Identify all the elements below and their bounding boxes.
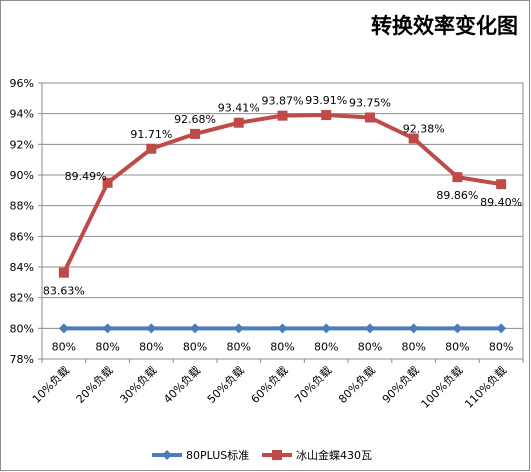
data-label: 89.86%	[436, 189, 478, 202]
data-point	[102, 323, 113, 334]
legend-label: 80PLUS标准	[186, 448, 249, 462]
data-point	[408, 133, 419, 144]
x-tick-label: 10%负载	[29, 363, 72, 406]
data-point	[102, 177, 113, 188]
y-tick-label: 88%	[10, 200, 34, 213]
y-tick-label: 82%	[10, 292, 34, 305]
data-label: 89.40%	[480, 196, 522, 209]
data-point	[408, 323, 419, 334]
data-label: 80%	[401, 340, 425, 353]
data-label: 80%	[183, 340, 207, 353]
legend-item-1: 80PLUS标准	[152, 448, 249, 462]
data-point	[233, 323, 244, 334]
data-label: 89.49%	[65, 170, 107, 183]
x-tick-label: 20%负载	[73, 363, 116, 406]
data-point	[233, 117, 244, 128]
y-axis-ticks: 78% 80% 82% 84% 86% 88% 90% 92% 94% 96%	[10, 77, 42, 366]
data-label: 80%	[314, 340, 338, 353]
x-tick-label: 100%负载	[418, 363, 466, 411]
y-tick-label: 78%	[10, 353, 34, 366]
data-point	[496, 323, 507, 334]
x-tick-label: 40%负载	[160, 363, 203, 406]
data-labels: 80% 80% 80% 80% 80% 80% 80% 80% 80% 80% 80% 83.63% 8…	[43, 94, 522, 353]
legend-marker	[272, 450, 282, 460]
y-tick-label: 86%	[10, 230, 34, 243]
legend-item-2: 冰山金蝶430瓦	[262, 448, 372, 462]
data-point	[277, 110, 288, 121]
legend-label: 冰山金蝶430瓦	[296, 448, 372, 462]
plot-area	[41, 82, 524, 360]
data-point	[58, 267, 69, 278]
data-point	[321, 323, 332, 334]
data-point	[364, 112, 375, 123]
data-label: 93.75%	[349, 97, 391, 110]
y-tick-label: 80%	[10, 322, 34, 335]
data-point	[452, 323, 463, 334]
x-tick-label: 70%负载	[292, 363, 335, 406]
data-point	[452, 172, 463, 183]
data-label: 80%	[445, 340, 469, 353]
data-label: 93.41%	[218, 102, 260, 115]
data-point	[364, 323, 375, 334]
y-tick-label: 96%	[10, 77, 34, 90]
x-tick-label: 60%负载	[248, 363, 291, 406]
data-label: 80%	[227, 340, 251, 353]
data-label: 80%	[95, 340, 119, 353]
data-point	[58, 323, 69, 334]
data-label: 83.63%	[43, 285, 85, 298]
legend: 80PLUS标准 冰山金蝶430瓦	[152, 448, 372, 462]
data-label: 93.87%	[262, 95, 304, 108]
data-point	[146, 143, 157, 154]
x-tick-label: 30%负载	[117, 363, 160, 406]
data-label: 92.68%	[174, 113, 216, 126]
x-axis-ticks: 10%负载 20%负载 30%负载 40%负载 50%负载 60%负载 70%负载 80%负载…	[29, 359, 524, 411]
x-tick-label: 80%负载	[335, 363, 378, 406]
data-label: 80%	[139, 340, 163, 353]
data-point	[190, 323, 201, 334]
x-tick-label: 50%负载	[204, 363, 247, 406]
data-label: 80%	[358, 340, 382, 353]
data-label: 92.38%	[403, 123, 445, 136]
data-point	[146, 323, 157, 334]
data-label: 80%	[489, 340, 513, 353]
x-tick-label: 110%负载	[462, 363, 510, 411]
data-point	[496, 179, 507, 190]
data-point	[190, 128, 201, 139]
data-label: 80%	[270, 340, 294, 353]
x-tick-label: 90%负载	[379, 363, 422, 406]
data-point	[321, 110, 332, 121]
y-tick-label: 92%	[10, 138, 34, 151]
y-tick-label: 84%	[10, 261, 34, 274]
chart-title: 转换效率变化图	[371, 14, 518, 38]
y-tick-label: 94%	[10, 108, 34, 121]
series-layer	[58, 110, 507, 334]
data-label: 91.71%	[130, 128, 172, 141]
data-label: 93.91%	[305, 94, 347, 107]
legend-marker	[162, 450, 172, 460]
data-label: 80%	[52, 340, 76, 353]
y-tick-label: 90%	[10, 169, 34, 182]
data-point	[277, 323, 288, 334]
